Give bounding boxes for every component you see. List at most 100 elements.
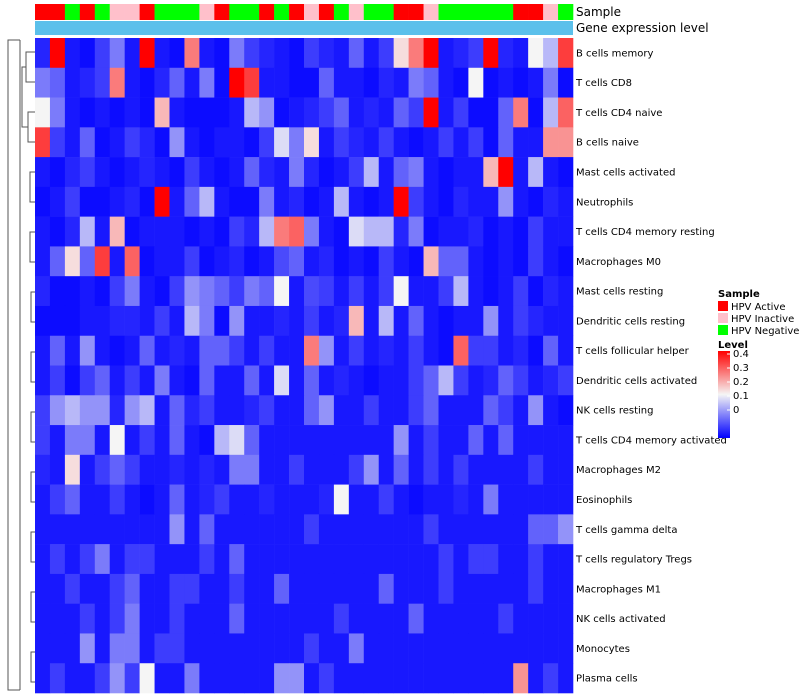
- sample-annotation-cell: [139, 4, 155, 20]
- heatmap-cell: [408, 425, 424, 456]
- level-legend-title: Level: [718, 340, 748, 351]
- heatmap-cell: [199, 157, 215, 188]
- heatmap-cell: [229, 395, 245, 426]
- heatmap-cell: [259, 425, 275, 456]
- heatmap-cell: [139, 305, 155, 337]
- heatmap-cell: [35, 514, 51, 545]
- heatmap-cell: [378, 514, 394, 545]
- heatmap-cell: [558, 216, 574, 247]
- heatmap-cell: [199, 127, 215, 158]
- heatmap-cell: [543, 663, 559, 694]
- heatmap-cell: [64, 305, 81, 337]
- heatmap-cell: [184, 544, 200, 575]
- heatmap-cell: [49, 38, 66, 69]
- heatmap-cell: [378, 67, 394, 98]
- heatmap-cell: [558, 335, 574, 366]
- heatmap-cell: [244, 38, 260, 69]
- legend-label-hpv-inactive: HPV Inactive: [731, 314, 794, 325]
- heatmap-cell: [289, 216, 305, 247]
- heatmap-cell: [184, 276, 200, 307]
- sample-annotation-cell: [109, 4, 125, 20]
- heatmap-cell: [348, 573, 365, 604]
- heatmap-cell: [109, 97, 125, 128]
- heatmap-cell: [408, 484, 424, 515]
- heatmap-cell: [154, 127, 170, 158]
- heatmap-cell: [139, 484, 155, 515]
- heatmap-cell: [64, 276, 81, 307]
- heatmap-cell: [169, 544, 185, 575]
- heatmap-cell: [64, 544, 81, 575]
- heatmap-cell: [318, 246, 335, 277]
- heatmap-cell: [169, 454, 185, 485]
- heatmap-cell: [94, 425, 111, 456]
- heatmap-cell: [393, 216, 409, 247]
- heatmap-cell: [438, 425, 454, 456]
- heatmap-cell: [35, 216, 51, 247]
- heatmap-cell: [348, 514, 365, 545]
- heatmap-cell: [393, 97, 409, 128]
- heatmap-cell: [169, 305, 185, 337]
- heatmap-cell: [124, 603, 140, 634]
- heatmap-cell: [229, 216, 245, 247]
- heatmap-cell: [304, 544, 320, 575]
- heatmap-cell: [259, 663, 275, 694]
- sample-annotation-cell: [169, 4, 185, 20]
- heatmap-cell: [468, 425, 484, 456]
- heatmap-cell: [244, 335, 260, 366]
- heatmap-cell: [244, 395, 260, 426]
- heatmap-cell: [274, 186, 290, 217]
- heatmap-cell: [109, 186, 125, 217]
- heatmap-cell: [184, 305, 200, 337]
- heatmap-cell: [79, 216, 96, 247]
- heatmap-cell: [408, 246, 424, 277]
- heatmap-cell: [528, 276, 544, 307]
- heatmap-cell: [348, 365, 365, 396]
- heatmap-cell: [109, 38, 125, 69]
- heatmap-cell: [274, 514, 290, 545]
- heatmap-cell: [393, 514, 409, 545]
- heatmap-cell: [468, 663, 484, 694]
- heatmap-cell: [408, 603, 424, 634]
- heatmap-cell: [498, 544, 514, 575]
- sample-annotation-cell: [408, 4, 424, 20]
- heatmap-cell: [124, 544, 140, 575]
- heatmap-cell: [154, 216, 170, 247]
- heatmap-cell: [543, 246, 559, 277]
- heatmap-cell: [513, 97, 529, 128]
- sample-annotation-cell: [318, 4, 335, 20]
- heatmap-cell: [184, 157, 200, 188]
- heatmap-cell: [304, 305, 320, 337]
- heatmap-cell: [513, 484, 529, 515]
- heatmap-cell: [513, 425, 529, 456]
- heatmap-cell: [35, 395, 51, 426]
- heatmap-cell: [35, 484, 51, 515]
- heatmap-cell: [199, 663, 215, 694]
- heatmap-cell: [169, 127, 185, 158]
- heatmap-cell: [408, 157, 424, 188]
- heatmap-cell: [453, 544, 469, 575]
- heatmap-cell: [259, 395, 275, 426]
- heatmap-cell: [348, 186, 365, 217]
- heatmap-cell: [49, 633, 66, 664]
- heatmap-cell: [333, 484, 350, 515]
- heatmap-cell: [543, 365, 559, 396]
- heatmap-cell: [438, 454, 454, 485]
- heatmap-cell: [393, 127, 409, 158]
- heatmap-cell: [109, 127, 125, 158]
- heatmap-cell: [154, 335, 170, 366]
- heatmap-cell: [154, 573, 170, 604]
- heatmap-cell: [94, 97, 111, 128]
- heatmap-cell: [124, 365, 140, 396]
- heatmap-cell: [363, 97, 380, 128]
- heatmap-cell: [274, 365, 290, 396]
- heatmap-cell: [363, 305, 380, 337]
- heatmap-cell: [199, 216, 215, 247]
- heatmap-cell: [199, 514, 215, 545]
- heatmap-cell: [513, 305, 529, 337]
- heatmap-cell: [408, 38, 424, 69]
- heatmap-cell: [109, 663, 125, 694]
- level-tick-label: 0.3: [733, 363, 749, 374]
- heatmap-cell: [348, 157, 365, 188]
- heatmap-cell: [378, 157, 394, 188]
- heatmap-cell: [124, 38, 140, 69]
